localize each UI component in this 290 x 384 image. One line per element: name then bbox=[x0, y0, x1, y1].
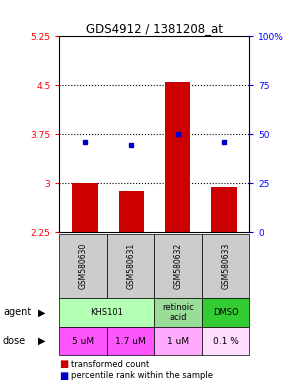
Text: retinoic
acid: retinoic acid bbox=[162, 303, 194, 322]
Text: ■: ■ bbox=[59, 359, 69, 369]
Text: 1 uM: 1 uM bbox=[167, 337, 189, 346]
Text: percentile rank within the sample: percentile rank within the sample bbox=[71, 371, 213, 380]
Bar bbox=[72, 184, 98, 232]
Bar bbox=[119, 191, 144, 232]
Text: ▶: ▶ bbox=[38, 307, 46, 318]
Bar bbox=[211, 187, 237, 232]
Text: GSM580631: GSM580631 bbox=[126, 243, 135, 289]
Text: dose: dose bbox=[3, 336, 26, 346]
Text: ▶: ▶ bbox=[38, 336, 46, 346]
Text: 1.7 uM: 1.7 uM bbox=[115, 337, 146, 346]
Title: GDS4912 / 1381208_at: GDS4912 / 1381208_at bbox=[86, 22, 223, 35]
Bar bbox=[165, 82, 190, 232]
Text: ■: ■ bbox=[59, 371, 69, 381]
Text: KHS101: KHS101 bbox=[90, 308, 123, 317]
Text: GSM580630: GSM580630 bbox=[79, 243, 88, 289]
Text: agent: agent bbox=[3, 307, 31, 318]
Text: transformed count: transformed count bbox=[71, 359, 149, 369]
Text: DMSO: DMSO bbox=[213, 308, 238, 317]
Text: GSM580632: GSM580632 bbox=[174, 243, 183, 289]
Text: 0.1 %: 0.1 % bbox=[213, 337, 239, 346]
Text: 5 uM: 5 uM bbox=[72, 337, 94, 346]
Text: GSM580633: GSM580633 bbox=[221, 243, 230, 289]
